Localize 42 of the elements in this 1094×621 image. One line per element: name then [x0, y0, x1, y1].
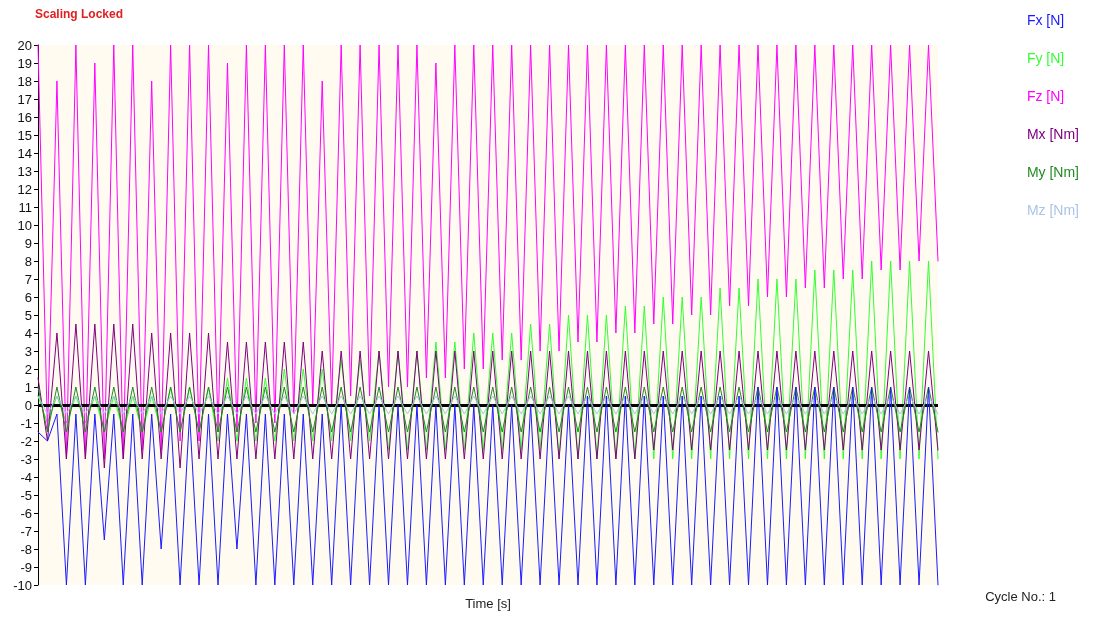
- text: Fy [N]: [1026, 50, 1065, 66]
- y-tick-label: 17: [17, 91, 32, 107]
- y-tick-label: -7: [20, 523, 32, 539]
- y-tick-label: -6: [20, 505, 32, 521]
- y-tick-label: 12: [17, 181, 32, 197]
- y-tick-label: 7: [24, 271, 32, 287]
- y-tick-label: -1: [20, 415, 32, 431]
- text: My [Nm]: [1026, 164, 1080, 180]
- y-tick-label: 9: [24, 235, 32, 251]
- y-tick-label: 2: [24, 361, 32, 377]
- y-tick-label: -4: [20, 469, 32, 485]
- y-tick-label: 19: [17, 55, 32, 71]
- text: Cycle No.: 1: [985, 589, 1057, 604]
- y-tick-label: -5: [20, 487, 32, 503]
- y-tick-label: 15: [17, 127, 32, 143]
- y-tick-label: 14: [17, 145, 32, 161]
- text: Fz [N]: [1026, 88, 1065, 104]
- y-tick-label: 11: [18, 199, 32, 215]
- line-series: [37, 386, 939, 586]
- y-tick-label: 16: [17, 109, 32, 125]
- y-tick-label: 10: [17, 217, 32, 233]
- x-axis-title: Time [s]: [465, 596, 511, 611]
- chart-title: Scaling Locked: [35, 7, 124, 21]
- y-tick-label: -9: [20, 559, 32, 575]
- y-tick-label: 6: [24, 289, 32, 305]
- y-tick-label: 5: [24, 307, 32, 323]
- line-series: [37, 323, 939, 469]
- y-tick-label: 4: [24, 325, 32, 341]
- text: Mx [Nm]: [1026, 126, 1080, 142]
- y-tick-label: 13: [17, 163, 32, 179]
- text: Fx [N]: [1026, 12, 1065, 28]
- y-tick-label: 0: [24, 397, 32, 413]
- y-tick-label: -10: [13, 577, 32, 593]
- y-tick-label: 8: [24, 253, 32, 269]
- y-tick-label: 3: [24, 343, 32, 359]
- text: Mz [Nm]: [1026, 202, 1080, 218]
- y-tick-label: -3: [20, 451, 32, 467]
- y-tick-label: -2: [20, 433, 32, 449]
- y-tick-label: 1: [24, 379, 32, 395]
- y-tick-label: 18: [17, 73, 32, 89]
- y-tick-label: 20: [17, 37, 32, 53]
- y-tick-label: -8: [20, 541, 32, 557]
